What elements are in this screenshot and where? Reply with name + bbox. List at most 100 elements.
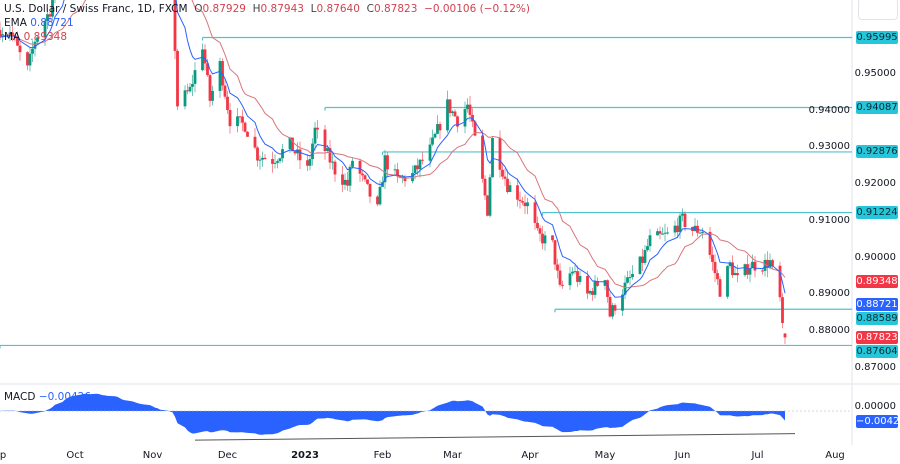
low-value: 0.87640 [316, 3, 360, 15]
ma-price-tag: 0.89348 [856, 274, 898, 288]
candle-body [421, 159, 424, 161]
candle-body [761, 270, 764, 272]
candle-body [663, 232, 667, 234]
candle-body [271, 159, 274, 164]
candle-body [456, 116, 459, 127]
macd-pane [0, 393, 852, 441]
level-price-tag: 0.94087 [856, 101, 898, 114]
candle-body [448, 99, 452, 114]
candle-body [48, 14, 52, 17]
candle-body [726, 266, 729, 297]
candle-body [613, 305, 617, 311]
candle-body [26, 52, 29, 66]
candle-body [701, 231, 704, 233]
macd-value-tag: −0.00426 [856, 415, 900, 428]
candle-body [378, 186, 382, 205]
candle-body [553, 240, 557, 265]
time-tick: Nov [142, 450, 163, 461]
moving-averages [0, 0, 786, 298]
candle-body [186, 90, 189, 92]
candle-body [731, 262, 734, 276]
candle-body [771, 260, 774, 266]
candle-body [648, 235, 652, 247]
candle-body [206, 63, 209, 76]
ma-line [0, 0, 786, 289]
candle-body [246, 131, 249, 137]
time-tick: Mar [443, 450, 462, 461]
candle-body [278, 158, 282, 162]
candle-body [316, 127, 319, 130]
candle-body [351, 160, 354, 167]
candle-body [658, 231, 662, 234]
candle-body [516, 185, 519, 200]
candle-body [361, 173, 364, 176]
time-tick: Jun [674, 450, 691, 461]
candle-body [311, 143, 314, 160]
candle-body [236, 116, 239, 127]
candle-body [276, 161, 279, 163]
candle-body [678, 215, 682, 233]
candle-body [363, 175, 367, 180]
candle-body [573, 271, 577, 273]
candle-body [193, 70, 197, 84]
candle-body [586, 276, 589, 294]
candle-body [453, 111, 457, 117]
candle-body [46, 14, 49, 22]
symbol-title: U.S. Dollar / Swiss Franc, 1D, FXCM [4, 3, 188, 15]
candle-body [348, 166, 352, 186]
price-tick: 0.90000 [854, 251, 896, 263]
last-price-tag: 0.87823 [856, 330, 898, 344]
candle-body [418, 159, 422, 170]
candle-body [36, 37, 39, 42]
candle-body [401, 176, 404, 178]
price-tick: 0.87000 [854, 361, 896, 373]
candle-body [676, 225, 679, 233]
candle-body [561, 284, 564, 286]
candle-body [183, 90, 187, 107]
change-value: −0.00106 (−0.12%) [424, 3, 530, 15]
candle-body [201, 49, 204, 71]
candle-body [733, 273, 737, 276]
candle-body [631, 273, 634, 278]
candle-body [623, 282, 627, 295]
candle-body [556, 264, 559, 271]
candle-body [273, 162, 277, 164]
candle-body [343, 179, 347, 185]
candle-body [288, 137, 292, 150]
time-tick: Feb [373, 450, 392, 461]
candle-body [611, 305, 614, 317]
price-tick: 0.91000 [808, 214, 850, 226]
ema-legend[interactable]: EMA 0.88721 [4, 17, 74, 29]
macd-zero-tick: 0.00000 [854, 401, 896, 412]
candle-body [538, 228, 542, 234]
level-price-tag: 0.88589 [856, 311, 898, 325]
candle-body [591, 291, 594, 295]
time-tick: Dec [217, 450, 238, 461]
candle-body [571, 271, 574, 274]
candle-body [763, 259, 767, 271]
candle-body [16, 37, 19, 46]
time-tick: Oct [66, 450, 84, 461]
chart-settings-button[interactable] [858, 0, 898, 20]
symbol-legend: U.S. Dollar / Swiss Franc, 1D, FXCM O0.8… [4, 3, 530, 15]
candle-body [626, 277, 629, 283]
candle-body [463, 109, 467, 127]
candle-body [711, 254, 714, 262]
candle-body [446, 99, 449, 131]
candle-body [568, 273, 572, 286]
candle-body [253, 136, 257, 148]
candle-body [281, 149, 284, 159]
candle-body [51, 0, 54, 17]
candle-body [8, 32, 12, 35]
candle-body [386, 155, 389, 170]
candle-body [778, 265, 782, 298]
macd-legend[interactable]: MACD −0.00426 [4, 391, 92, 403]
candle-body [576, 271, 579, 282]
candle-body [683, 213, 687, 227]
candle-body [306, 160, 309, 166]
candle-body [358, 160, 362, 174]
candle-body [341, 174, 344, 185]
level-price-tag: 0.91224 [856, 206, 898, 220]
ma-legend[interactable]: MA 0.89348 [4, 31, 68, 43]
